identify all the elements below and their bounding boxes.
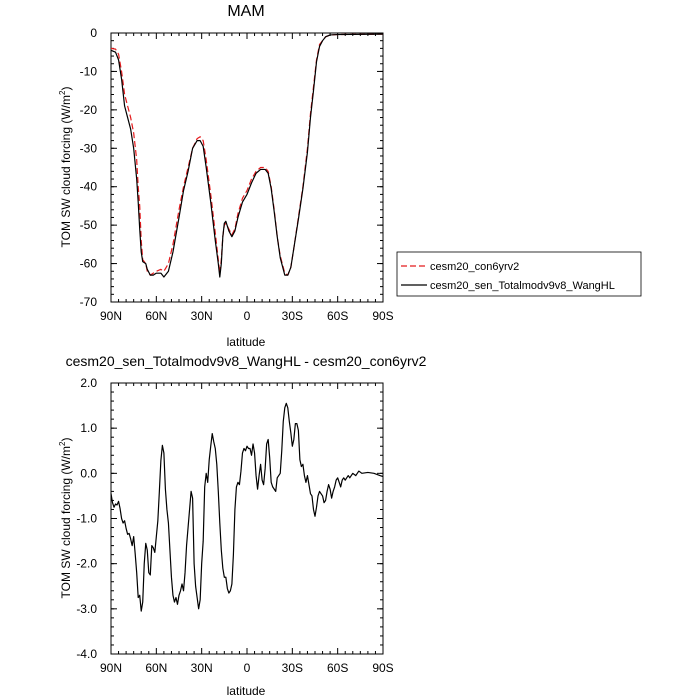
series-line-top-1 — [110, 33, 384, 278]
chart-title: MAM — [227, 3, 264, 20]
y-tick-label: -20 — [80, 103, 98, 117]
x-axis-label-diff: latitude — [227, 684, 266, 698]
x-tick-label: 60S — [327, 661, 348, 675]
y-tick-label: -30 — [80, 141, 98, 155]
x-tick-label: 90N — [100, 309, 122, 323]
chart-title-diff: cesm20_sen_Totalmodv9v8_WangHL - cesm20_… — [66, 353, 427, 369]
y-tick-label: -10 — [80, 64, 98, 78]
y-tick-label: 0.0 — [80, 466, 97, 480]
x-tick-label: 0 — [244, 309, 251, 323]
y-tick-label: -50 — [80, 218, 98, 232]
y-tick-label: -70 — [80, 295, 98, 309]
y-axis-label-diff: TOM SW cloud forcing (W/m2) — [58, 438, 73, 599]
y-axis-label: TOM SW cloud forcing (W/m2) — [58, 87, 73, 248]
y-tick-label: 2.0 — [80, 376, 97, 390]
legend-box — [396, 251, 642, 297]
y-tick-label: -60 — [80, 257, 98, 271]
plot-frame — [110, 382, 384, 655]
x-axis-label: latitude — [227, 335, 266, 349]
plot-area-top: 90N 60N 30N 0 30S 60S 90S 0 -10 -20 -30 -40 -50 -60 -7… — [80, 26, 394, 323]
x-tick-label: 30N — [191, 309, 213, 323]
panel-top: MAM 90N 60N 30N 0 30S 60S 90S 0 -10 -20 -30 -40 -50 -… — [58, 3, 394, 349]
series-line-top-0 — [110, 33, 384, 276]
x-tick-label: 60N — [145, 661, 167, 675]
y-tick-label: 1.0 — [80, 421, 97, 435]
y-tick-label: -2.0 — [76, 557, 97, 571]
legend: cesm20_con6yrv2 cesm20_sen_Totalmodv9v8_… — [396, 251, 642, 297]
x-tick-label: 90S — [372, 661, 393, 675]
legend-label-sen: cesm20_sen_Totalmodv9v8_WangHL — [430, 280, 615, 292]
series-line-bottom-0 — [110, 402, 384, 612]
x-tick-label: 0 — [244, 661, 251, 675]
y-tick-label: -1.0 — [76, 512, 97, 526]
panel-bottom: cesm20_sen_Totalmodv9v8_WangHL - cesm20_… — [58, 353, 427, 698]
x-tick-label: 30N — [191, 661, 213, 675]
y-tick-label: 0 — [90, 26, 97, 40]
x-tick-label: 60S — [327, 309, 348, 323]
x-tick-label: 90N — [100, 661, 122, 675]
x-tick-label: 90S — [372, 309, 393, 323]
x-tick-label: 60N — [145, 309, 167, 323]
plot-frame — [110, 32, 384, 303]
y-tick-label: -3.0 — [76, 602, 97, 616]
y-tick-label: -4.0 — [76, 647, 97, 661]
plot-area-bottom: 90N 60N 30N 0 30S 60S 90S 2.0 1.0 0.0 -1.0 -2.0 -3.0… — [76, 376, 393, 675]
y-tick-label: -40 — [80, 180, 98, 194]
legend-label-con: cesm20_con6yrv2 — [430, 261, 519, 273]
x-tick-label: 30S — [282, 661, 303, 675]
x-tick-label: 30S — [282, 309, 303, 323]
